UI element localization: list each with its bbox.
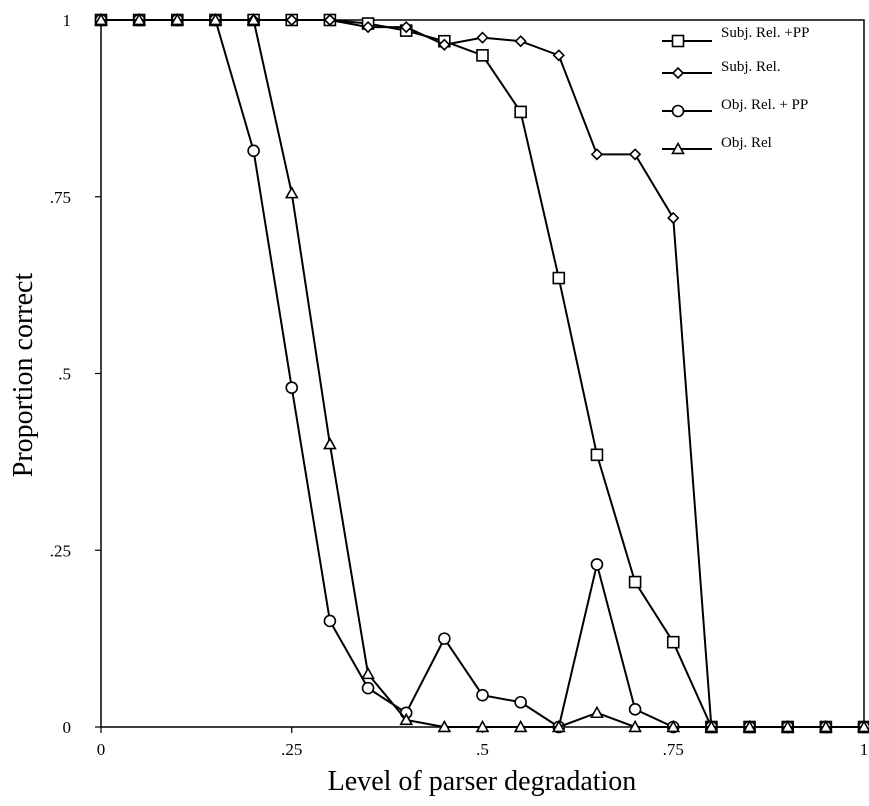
data-point xyxy=(590,558,604,571)
legend-label: Subj. Rel. xyxy=(721,59,781,75)
series-triangle xyxy=(94,12,869,733)
data-point xyxy=(399,712,414,726)
data-point xyxy=(667,211,680,225)
legend-item: Subj. Rel. xyxy=(662,59,781,80)
x-tick-label: 1 xyxy=(860,740,869,759)
series-line xyxy=(101,19,864,728)
legend-item: Subj. Rel. +PP xyxy=(662,25,809,48)
legend: Subj. Rel. +PP Subj. Rel. Obj. Rel. + PP Ob… xyxy=(662,25,809,155)
legend-marker xyxy=(671,141,685,155)
data-point xyxy=(94,12,108,26)
data-point xyxy=(628,703,642,716)
legend-label: Obj. Rel xyxy=(721,135,772,151)
data-point xyxy=(666,635,680,649)
y-axis-ticks: 0 .25 .5 .75 1 xyxy=(50,11,101,737)
legend-item: Obj. Rel xyxy=(662,135,772,155)
data-point xyxy=(323,437,337,450)
y-tick-label: .5 xyxy=(58,365,71,384)
data-point xyxy=(438,38,451,51)
data-point xyxy=(590,705,604,719)
data-point xyxy=(780,719,795,733)
x-tick-label: .75 xyxy=(663,740,684,759)
series-line xyxy=(101,19,864,728)
x-axis-ticks: 0 .25 .5 .75 1 xyxy=(97,727,869,759)
data-point xyxy=(552,271,566,285)
data-point xyxy=(247,144,260,158)
x-tick-label: 0 xyxy=(97,740,106,759)
data-point xyxy=(438,632,451,645)
series-line xyxy=(101,19,864,728)
data-point xyxy=(476,49,489,62)
data-point xyxy=(551,719,566,733)
data-point xyxy=(361,666,375,680)
legend-marker xyxy=(671,34,685,48)
data-point xyxy=(361,20,375,34)
data-point xyxy=(285,13,298,27)
data-point xyxy=(400,20,413,34)
data-point xyxy=(475,719,490,733)
data-point xyxy=(857,719,869,733)
series-square xyxy=(94,13,869,734)
y-tick-label: .25 xyxy=(50,541,71,560)
legend-marker xyxy=(671,104,685,118)
series-layer xyxy=(94,12,869,734)
x-axis-title: Level of parser degradation xyxy=(328,766,637,797)
data-point xyxy=(170,12,185,26)
data-point xyxy=(513,719,528,733)
legend-item: Obj. Rel. + PP xyxy=(662,97,808,118)
x-tick-label: .5 xyxy=(476,740,489,759)
series-line xyxy=(101,19,864,729)
y-tick-label: .75 xyxy=(50,188,71,207)
data-point xyxy=(476,31,489,44)
legend-marker xyxy=(671,66,685,80)
data-point xyxy=(323,614,337,628)
data-point xyxy=(323,13,337,27)
data-point xyxy=(628,719,642,733)
data-point xyxy=(704,719,719,733)
y-tick-label: 0 xyxy=(63,718,72,737)
series-circle xyxy=(94,13,869,734)
data-point xyxy=(361,681,375,695)
data-point xyxy=(628,575,642,589)
data-point xyxy=(208,12,223,26)
legend-label: Obj. Rel. + PP xyxy=(721,97,808,113)
data-point xyxy=(514,105,527,119)
data-point xyxy=(246,12,261,26)
data-point xyxy=(514,35,527,48)
legend-label: Subj. Rel. +PP xyxy=(721,25,809,41)
series-diamond xyxy=(94,13,869,734)
data-point xyxy=(284,186,299,199)
data-point xyxy=(590,148,604,161)
x-tick-label: .25 xyxy=(281,740,302,759)
data-point xyxy=(437,719,452,733)
data-point xyxy=(132,12,147,26)
data-point xyxy=(285,381,299,394)
data-point xyxy=(818,719,833,733)
data-point xyxy=(514,695,527,709)
data-point xyxy=(590,448,604,462)
data-point xyxy=(742,719,757,733)
y-tick-label: 1 xyxy=(63,11,72,30)
plot-frame xyxy=(100,19,865,728)
data-point xyxy=(476,688,489,702)
data-point xyxy=(666,719,681,733)
data-point xyxy=(552,49,565,62)
y-axis-title: Proportion correct xyxy=(8,273,39,478)
data-point xyxy=(628,148,642,161)
